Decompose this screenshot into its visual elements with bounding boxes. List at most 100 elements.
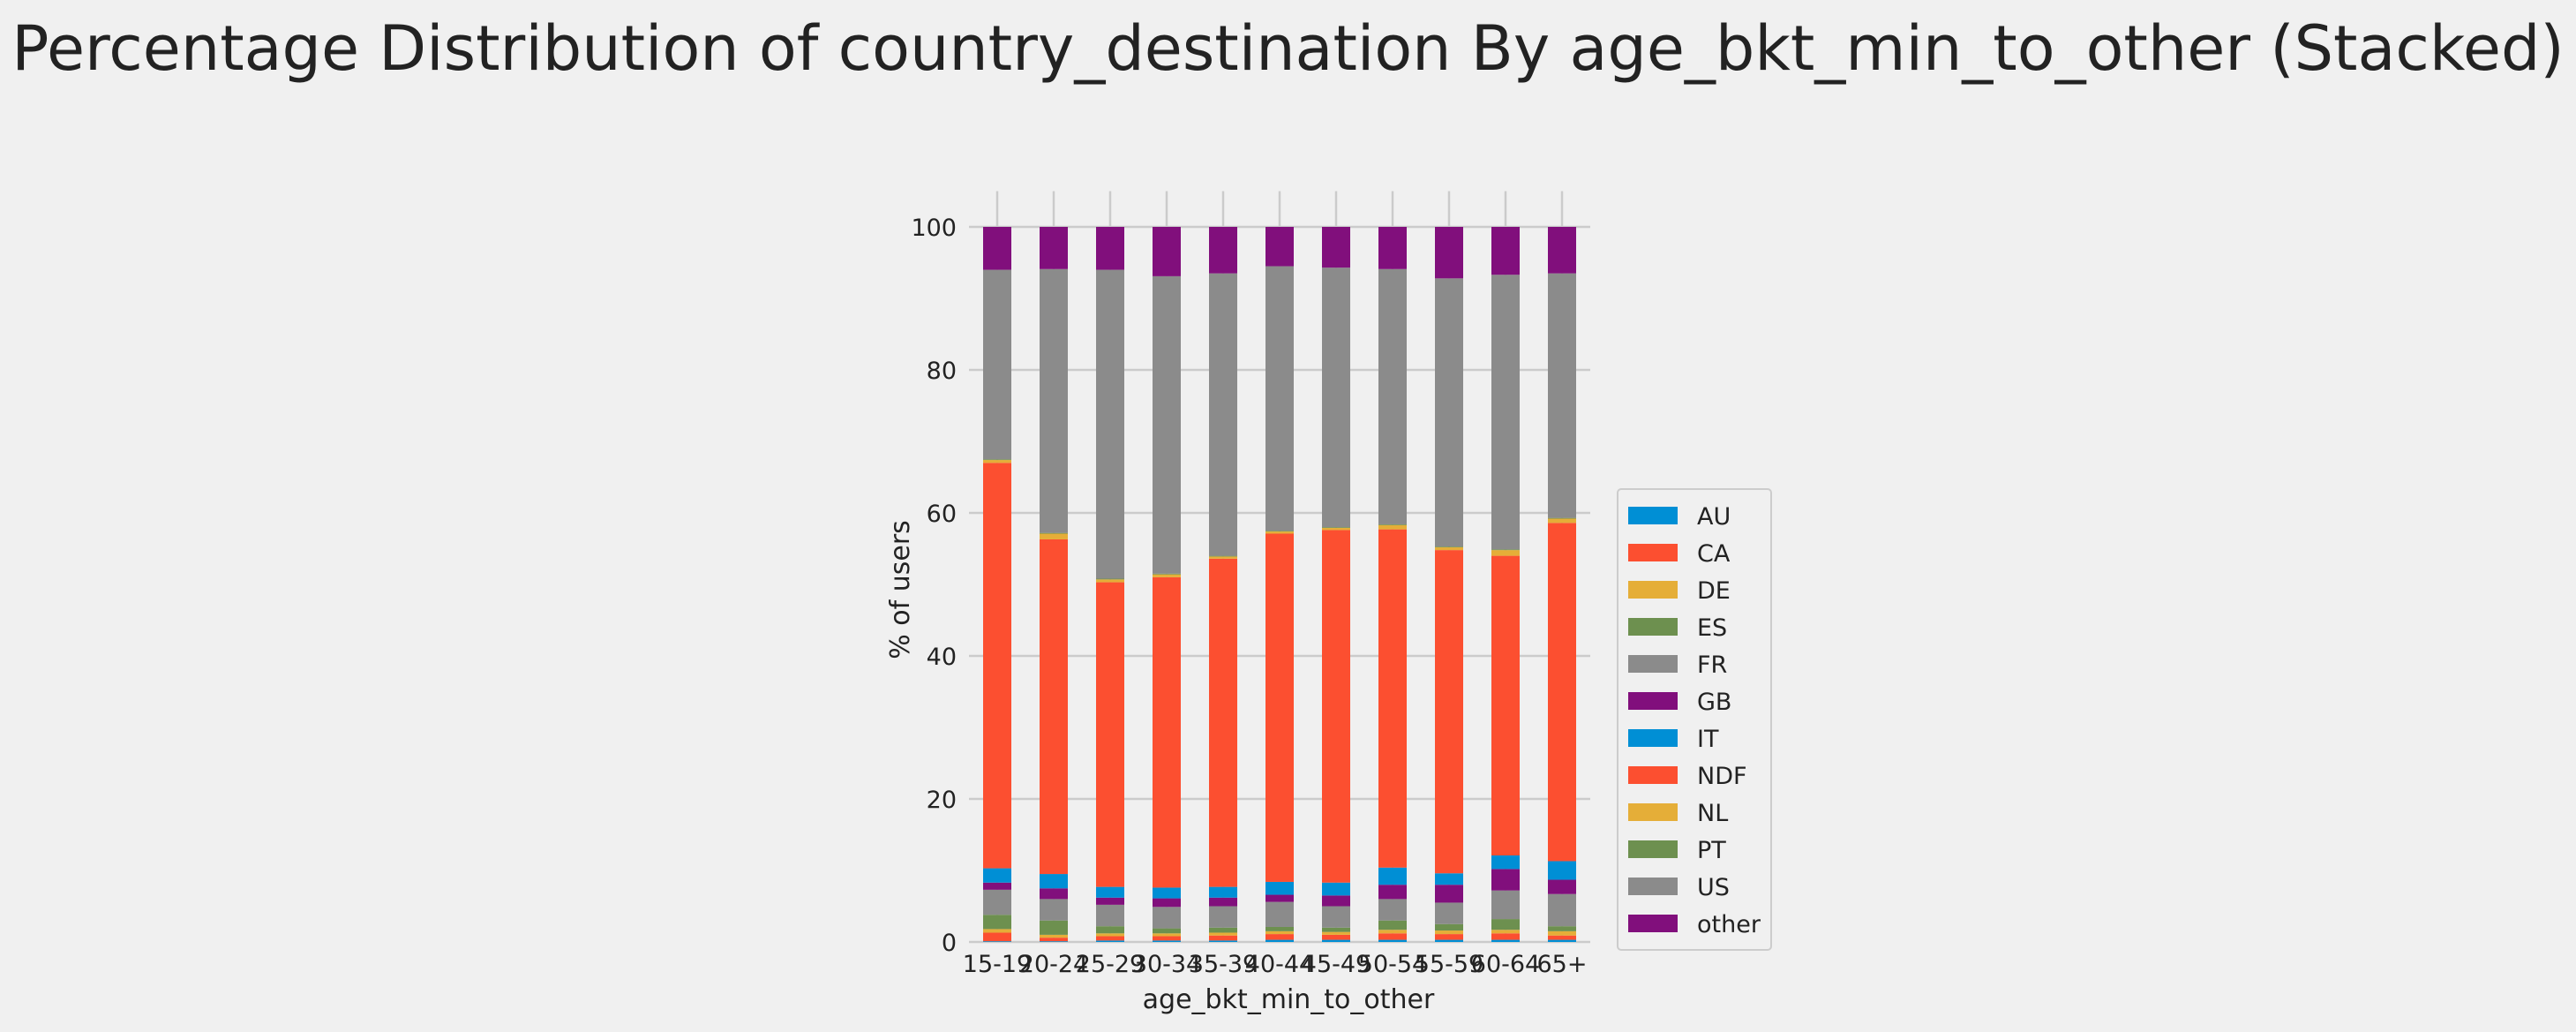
bar-segment-es-65+: [1548, 926, 1576, 931]
bar-segment-fr-45-49: [1322, 906, 1350, 928]
bar-segment-de-55-59: [1435, 930, 1463, 935]
bar-segment-nl-30-34: [1153, 574, 1181, 577]
bar-segment-gb-40-44: [1265, 894, 1294, 902]
bar-segment-fr-25-29: [1096, 904, 1124, 927]
bar-segment-us-15-19: [983, 269, 1011, 460]
legend-label-de: DE: [1697, 577, 1731, 605]
legend-swatch-gb: [1628, 692, 1678, 710]
legend-box: [1617, 488, 1772, 951]
legend-swatch-us: [1628, 878, 1678, 895]
bar-segment-pt-35-39: [1209, 555, 1237, 557]
bar-segment-ndf-35-39: [1209, 558, 1237, 887]
bar-segment-pt-15-19: [983, 459, 1011, 461]
bar-segment-it-45-49: [1322, 882, 1350, 896]
bar-segment-ca-30-34: [1153, 936, 1181, 941]
bar-segment-au-30-34: [1153, 940, 1181, 942]
bar-segment-ca-20-24: [1040, 938, 1068, 942]
bar-segment-au-40-44: [1265, 939, 1294, 942]
y-tick-label: 0: [942, 930, 957, 957]
x-tick-label: 45-49: [1302, 951, 1371, 978]
bar-segment-ca-25-29: [1096, 936, 1124, 941]
bar-segment-gb-60-64: [1491, 869, 1520, 891]
bar-segment-fr-60-64: [1491, 890, 1520, 920]
bar-segment-ndf-20-24: [1040, 539, 1068, 875]
bar-segment-pt-60-64: [1491, 549, 1520, 551]
legend-label-ndf: NDF: [1697, 763, 1747, 790]
bar-segment-fr-20-24: [1040, 899, 1068, 921]
bar-segment-fr-30-34: [1153, 907, 1181, 929]
bar-segment-nl-65+: [1548, 518, 1576, 524]
legend-swatch-other: [1628, 915, 1678, 932]
bar-segment-es-60-64: [1491, 919, 1520, 930]
bar-segment-nl-15-19: [983, 460, 1011, 463]
bar-segment-it-25-29: [1096, 886, 1124, 898]
bar-segment-ca-50-54: [1378, 933, 1407, 940]
bar-segment-us-30-34: [1153, 275, 1181, 574]
x-tick-label: 40-44: [1245, 951, 1314, 978]
x-tick-label: 35-39: [1189, 951, 1258, 978]
bar-segment-nl-20-24: [1040, 533, 1068, 539]
bar-segment-ca-55-59: [1435, 934, 1463, 940]
bar-segment-other-15-19: [983, 227, 1011, 270]
bar-segment-other-20-24: [1040, 227, 1068, 269]
bar-segment-nl-50-54: [1378, 524, 1407, 530]
bar-segment-us-40-44: [1265, 266, 1294, 531]
bar-segment-au-15-19: [983, 941, 1011, 942]
bar-segment-other-25-29: [1096, 227, 1124, 270]
bar-segment-de-45-49: [1322, 931, 1350, 935]
y-axis-label: % of users: [885, 520, 916, 659]
bar-segment-pt-30-34: [1153, 573, 1181, 575]
bar-segment-es-35-39: [1209, 927, 1237, 933]
bar-segment-fr-55-59: [1435, 902, 1463, 924]
bar-segment-gb-30-34: [1153, 898, 1181, 908]
bar-segment-au-55-59: [1435, 939, 1463, 942]
tick-labels: 0 20 40 60 80 100 15-1920-2425-2930-3435-3940-…: [911, 215, 1587, 978]
bar-segment-it-50-54: [1378, 867, 1407, 885]
legend-label-es: ES: [1697, 614, 1727, 642]
bar-segment-it-30-34: [1153, 887, 1181, 899]
bar-segment-de-60-64: [1491, 930, 1520, 934]
bar-segment-es-25-29: [1096, 926, 1124, 934]
y-tick-label: 80: [927, 358, 957, 385]
bar-segment-other-65+: [1548, 227, 1576, 274]
bar-segment-other-55-59: [1435, 227, 1463, 279]
legend-swatch-ca: [1628, 544, 1678, 561]
bar-segment-us-35-39: [1209, 273, 1237, 556]
bar-segment-nl-25-29: [1096, 579, 1124, 583]
bar-segment-other-60-64: [1491, 227, 1520, 275]
bar-segment-ca-60-64: [1491, 933, 1520, 940]
x-axis-label: age_bkt_min_to_other: [1143, 984, 1435, 1015]
bar-segment-ndf-65+: [1548, 523, 1576, 862]
bar-segment-us-45-49: [1322, 267, 1350, 528]
bar-segment-de-30-34: [1153, 933, 1181, 937]
bars: [983, 227, 1576, 942]
legend-swatch-ndf: [1628, 766, 1678, 784]
bar-segment-fr-65+: [1548, 893, 1576, 927]
bar-segment-it-55-59: [1435, 873, 1463, 885]
bar-segment-de-20-24: [1040, 934, 1068, 938]
bar-segment-gb-20-24: [1040, 888, 1068, 900]
bar-segment-us-60-64: [1491, 275, 1520, 550]
y-tick-label: 60: [927, 501, 957, 528]
bar-segment-gb-35-39: [1209, 897, 1237, 907]
bar-segment-gb-50-54: [1378, 885, 1407, 900]
legend-label-pt: PT: [1697, 837, 1726, 864]
bar-segment-other-50-54: [1378, 227, 1407, 269]
bar-segment-es-55-59: [1435, 923, 1463, 931]
bar-segment-us-25-29: [1096, 269, 1124, 579]
bar-segment-es-30-34: [1153, 928, 1181, 934]
x-tick-label: 50-54: [1358, 951, 1427, 978]
bar-segment-fr-15-19: [983, 889, 1011, 915]
y-tick-label: 40: [927, 644, 957, 671]
bar-segment-es-50-54: [1378, 920, 1407, 930]
bar-segment-nl-55-59: [1435, 546, 1463, 551]
legend-swatch-fr: [1628, 655, 1678, 673]
bar-segment-other-35-39: [1209, 227, 1237, 274]
bar-segment-ndf-45-49: [1322, 530, 1350, 883]
bar-segment-ndf-15-19: [983, 463, 1011, 869]
x-tick-label: 30-34: [1132, 951, 1201, 978]
bar-segment-de-50-54: [1378, 930, 1407, 934]
legend: AU CA DE ES FR GB IT NDF NL PT US other: [1617, 488, 1772, 951]
x-tick-label: 15-19: [963, 951, 1032, 978]
